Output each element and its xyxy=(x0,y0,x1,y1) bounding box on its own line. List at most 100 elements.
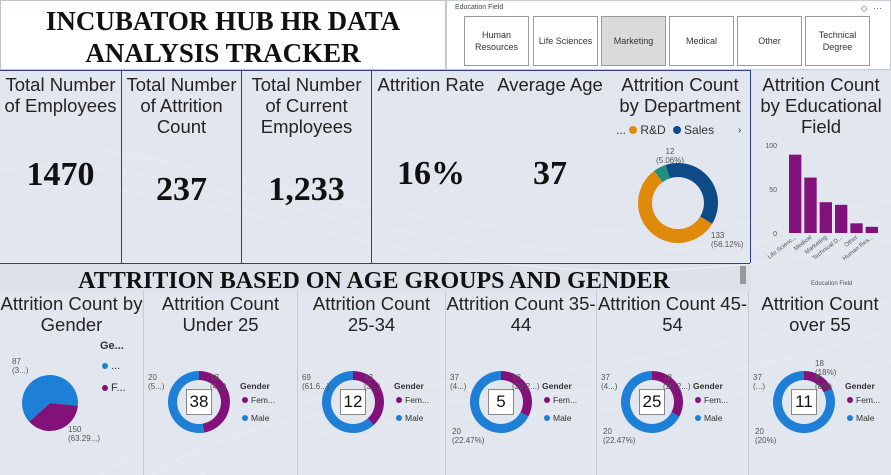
age-donut xyxy=(773,371,835,433)
age-label-male: 37 (4...) xyxy=(601,373,617,391)
legend-label-male: Male xyxy=(704,413,723,423)
age-center-value[interactable]: 38 xyxy=(186,389,212,415)
gender-label-female-pct: (3...) xyxy=(12,366,29,375)
legend-label-female: Fem... xyxy=(856,395,881,405)
slice-sales[interactable] xyxy=(665,163,718,224)
age-donut xyxy=(470,371,532,433)
age-legend-title: Gender xyxy=(845,381,875,392)
kpi-current-employees: Total Number of Current Employees 1,233 xyxy=(242,71,371,263)
slicer-option-label: Marketing xyxy=(613,36,654,46)
age-label-female-value: 43 xyxy=(364,373,373,382)
slice-female[interactable] xyxy=(353,371,384,426)
slice-female[interactable] xyxy=(29,403,78,431)
age-center-value[interactable]: 25 xyxy=(639,389,665,415)
legend-label-male: Male xyxy=(251,413,270,423)
age-label-extra: 20 (22.47%) xyxy=(603,427,635,445)
dashboard-title-text: INCUBATOR HUB HR DATA ANALYSIS TRACKER xyxy=(45,6,401,68)
age-label-female-2-value: 18 xyxy=(815,359,824,368)
legend-label-female: Fem... xyxy=(704,395,729,405)
age-label-female-value: 8 xyxy=(815,373,820,382)
slicer-option-life-sciences[interactable]: Life Sciences xyxy=(533,16,598,66)
department-chart-card: Attrition Count by Department ... R&D Sa… xyxy=(610,71,750,263)
age-card-25-34: Attrition Count 25-34 12 Gender Fem... M… xyxy=(298,291,445,475)
legend-label-male: Male xyxy=(856,413,875,423)
legend-dot-female xyxy=(242,397,248,403)
slice-female[interactable] xyxy=(652,371,683,417)
more-options-icon[interactable]: ⋯ xyxy=(873,3,882,13)
gender-label-male-pct: (63.29...) xyxy=(68,434,101,443)
legend-dot-female xyxy=(102,385,108,391)
age-legend-female: Fem... xyxy=(695,395,728,406)
age-center-value[interactable]: 11 xyxy=(791,389,817,415)
age-label-extra-pct: (22.47%) xyxy=(452,436,485,445)
slicer-option-other[interactable]: Other xyxy=(737,16,802,66)
slice-female[interactable] xyxy=(501,371,532,417)
kpi-divider xyxy=(121,70,122,263)
y-tick-label: 50 xyxy=(769,187,777,194)
gender-label-male-value: 150 xyxy=(68,425,82,434)
legend-dot-female xyxy=(847,397,853,403)
age-label-male-value: 20 xyxy=(148,373,157,382)
age-legend-title: Gender xyxy=(394,381,424,392)
bar-3[interactable] xyxy=(835,204,848,233)
slicer-header-icons: ◇ ⋯ xyxy=(861,3,882,14)
age-donut xyxy=(167,371,230,433)
bar-0[interactable] xyxy=(789,154,802,233)
age-label-male: 37 (...) xyxy=(753,373,765,391)
gender-legend-female: F... xyxy=(102,383,126,394)
education-chart-title: Attrition Count by Educational Field xyxy=(760,74,882,137)
dashboard-title: INCUBATOR HUB HR DATA ANALYSIS TRACKER xyxy=(0,0,446,70)
scrollbar-thumb[interactable] xyxy=(740,266,746,284)
age-label-male-value: 37 xyxy=(753,373,762,382)
age-divider xyxy=(596,291,597,475)
slice-female[interactable] xyxy=(199,371,230,433)
gender-label-female-value: 87 xyxy=(12,357,21,366)
age-center-value[interactable]: 12 xyxy=(340,389,366,415)
slicer-option-label: Life Sciences xyxy=(538,36,593,46)
age-label-extra-value: 20 xyxy=(452,427,461,436)
slicer-option-human-resources[interactable]: Human Resources xyxy=(464,16,529,66)
slice-r-d[interactable] xyxy=(638,170,713,243)
slice-male[interactable] xyxy=(621,371,680,433)
slice-male[interactable] xyxy=(322,371,374,433)
legend-dot-sales xyxy=(673,126,682,134)
bar-2[interactable] xyxy=(819,202,832,233)
clear-filter-icon[interactable]: ◇ xyxy=(860,3,868,13)
age-label-male-pct: (4...) xyxy=(601,382,618,391)
slice-male[interactable] xyxy=(167,371,205,433)
age-label-male-value: 69 xyxy=(302,373,311,382)
age-label-male-value: 37 xyxy=(450,373,459,382)
age-divider xyxy=(748,291,749,475)
bar-5[interactable] xyxy=(865,226,878,233)
dept-label-small-value: 12 xyxy=(665,147,675,156)
age-card-title: Attrition Count over 55 xyxy=(761,293,879,335)
dept-label-main-pct: (56.12%) xyxy=(711,240,744,249)
education-chart-card: Attrition Count by Educational Field 100… xyxy=(751,71,891,290)
age-legend-title: Gender xyxy=(542,381,572,392)
age-center-value[interactable]: 5 xyxy=(488,389,514,415)
slice-male[interactable] xyxy=(470,371,529,433)
slice-hr[interactable] xyxy=(654,165,670,183)
age-legend-female: Fem... xyxy=(544,395,577,406)
age-divider xyxy=(297,291,298,475)
slicer-option-label: Human Resources xyxy=(474,30,519,52)
bar-4[interactable] xyxy=(850,223,863,233)
kpi-divider xyxy=(750,70,751,263)
kpi-value: 1470 xyxy=(26,156,95,193)
slice-male[interactable] xyxy=(22,375,78,422)
age-label-extra-pct: (20%) xyxy=(755,436,777,445)
bar-1[interactable] xyxy=(804,177,817,233)
age-label-female-pct: (20.2...) xyxy=(512,382,540,391)
legend-next-icon[interactable]: › xyxy=(738,125,742,136)
education-axis-title: Education Field xyxy=(811,281,853,287)
slicer-option-medical[interactable]: Medical xyxy=(669,16,734,66)
row-divider xyxy=(0,263,750,264)
age-label-female-pct: (8%) xyxy=(815,382,832,391)
slicer-option-marketing[interactable]: Marketing xyxy=(601,16,666,66)
legend-label-female: F... xyxy=(111,382,126,394)
slicer-option-technical-degree[interactable]: Technical Degree xyxy=(805,16,870,66)
slicer-title: Education Field xyxy=(455,4,504,11)
slice-female[interactable] xyxy=(804,371,832,393)
y-tick-label: 100 xyxy=(765,143,777,150)
